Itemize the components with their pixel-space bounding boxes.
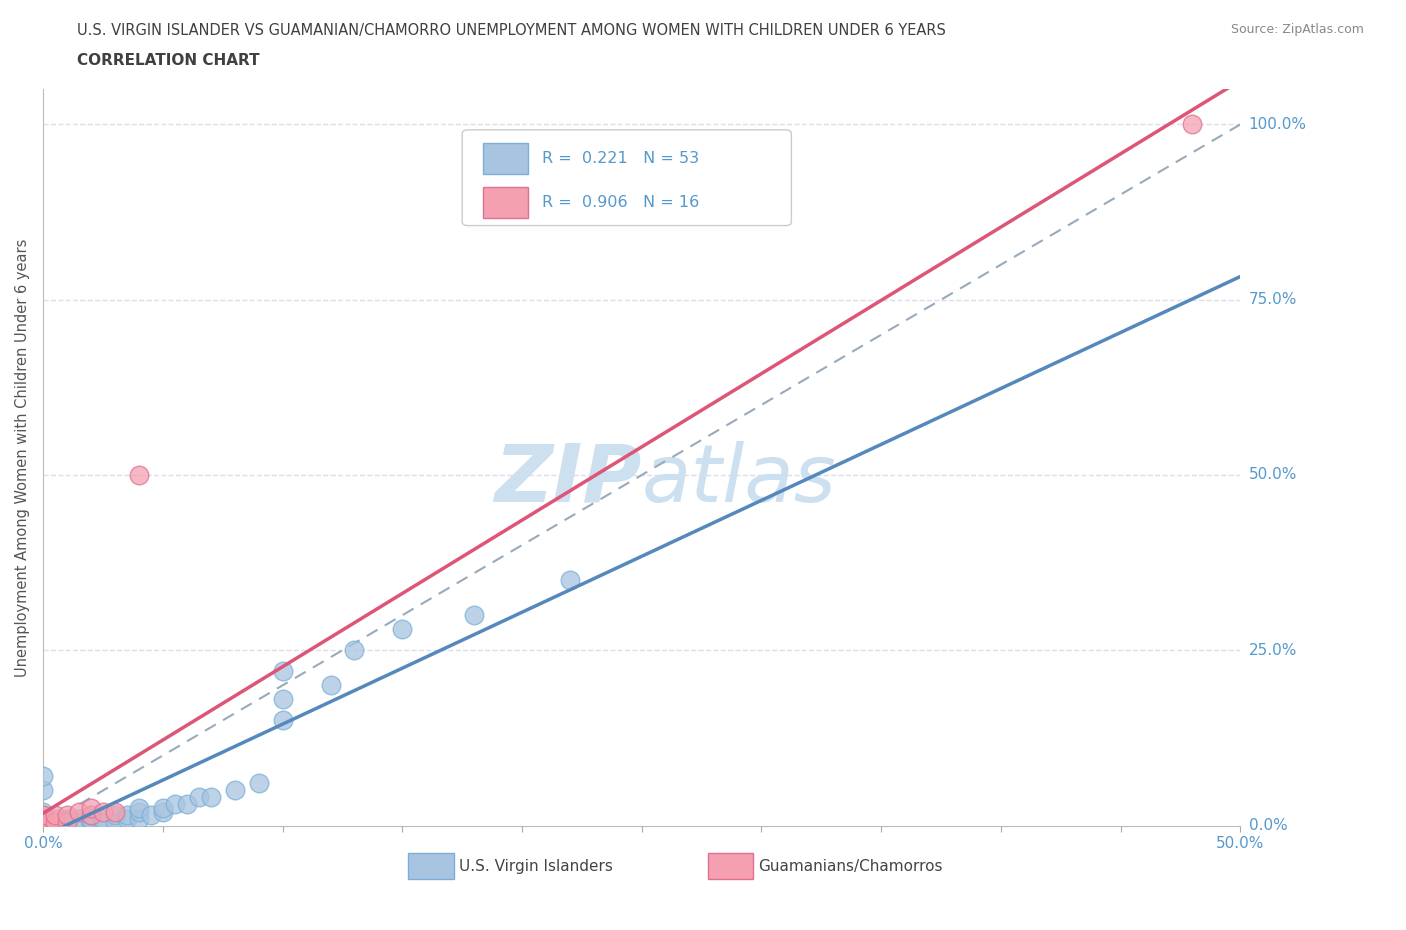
Point xyxy=(32,815,55,830)
FancyBboxPatch shape xyxy=(482,187,529,218)
Point xyxy=(32,815,55,830)
Point xyxy=(44,818,66,833)
Point xyxy=(80,811,103,826)
Point xyxy=(271,713,294,728)
Point xyxy=(44,811,66,826)
Point xyxy=(271,692,294,707)
Point xyxy=(32,807,55,822)
Point xyxy=(32,815,55,830)
Point xyxy=(32,811,55,826)
Point xyxy=(32,818,55,833)
Point xyxy=(128,801,150,816)
Point xyxy=(56,818,79,833)
Point xyxy=(104,807,127,822)
Point xyxy=(32,811,55,826)
Point xyxy=(187,790,209,805)
Point xyxy=(32,807,55,822)
Point xyxy=(32,811,55,826)
Point xyxy=(56,811,79,826)
Point xyxy=(67,811,90,826)
Point xyxy=(319,678,342,693)
FancyBboxPatch shape xyxy=(408,853,454,879)
Point xyxy=(67,804,90,819)
Point xyxy=(247,776,270,790)
Point xyxy=(163,797,186,812)
Point xyxy=(91,811,114,826)
Point xyxy=(200,790,222,805)
Point xyxy=(128,811,150,826)
Point xyxy=(139,807,162,822)
Point xyxy=(80,801,103,816)
Point xyxy=(56,807,79,822)
Point xyxy=(44,818,66,833)
Text: U.S. Virgin Islanders: U.S. Virgin Islanders xyxy=(458,858,613,873)
Y-axis label: Unemployment Among Women with Children Under 6 years: Unemployment Among Women with Children U… xyxy=(15,238,30,677)
Point xyxy=(115,807,138,822)
Point xyxy=(176,797,198,812)
Point xyxy=(1181,117,1204,132)
Point xyxy=(32,804,55,819)
Point xyxy=(558,573,581,588)
FancyBboxPatch shape xyxy=(482,143,529,174)
Point xyxy=(32,769,55,784)
Text: atlas: atlas xyxy=(641,441,837,519)
Point xyxy=(32,783,55,798)
Point xyxy=(32,818,55,833)
Text: 0.0%: 0.0% xyxy=(1249,818,1288,833)
Text: 100.0%: 100.0% xyxy=(1249,117,1306,132)
Point xyxy=(152,804,174,819)
Point xyxy=(32,818,55,833)
Point xyxy=(44,815,66,830)
Text: R =  0.906   N = 16: R = 0.906 N = 16 xyxy=(543,195,700,210)
Point xyxy=(224,783,246,798)
Text: 50.0%: 50.0% xyxy=(1249,468,1296,483)
Point xyxy=(91,815,114,830)
Point xyxy=(32,818,55,833)
Point xyxy=(152,801,174,816)
Point xyxy=(463,608,485,623)
Point xyxy=(56,815,79,830)
Text: ZIP: ZIP xyxy=(495,441,641,519)
Point xyxy=(32,818,55,833)
Point xyxy=(80,807,103,822)
Text: U.S. VIRGIN ISLANDER VS GUAMANIAN/CHAMORRO UNEMPLOYMENT AMONG WOMEN WITH CHILDRE: U.S. VIRGIN ISLANDER VS GUAMANIAN/CHAMOR… xyxy=(77,23,946,38)
Point xyxy=(44,807,66,822)
Point xyxy=(104,804,127,819)
Text: Guamanians/Chamorros: Guamanians/Chamorros xyxy=(758,858,942,873)
Point xyxy=(44,818,66,833)
Point xyxy=(32,818,55,833)
FancyBboxPatch shape xyxy=(463,130,792,226)
Point xyxy=(56,818,79,833)
Point xyxy=(80,815,103,830)
Point xyxy=(271,664,294,679)
Point xyxy=(44,815,66,830)
Text: 25.0%: 25.0% xyxy=(1249,643,1296,658)
Point xyxy=(56,815,79,830)
Text: 75.0%: 75.0% xyxy=(1249,292,1296,307)
Point xyxy=(80,807,103,822)
Text: CORRELATION CHART: CORRELATION CHART xyxy=(77,53,260,68)
Point xyxy=(128,804,150,819)
FancyBboxPatch shape xyxy=(707,853,754,879)
Point xyxy=(128,468,150,483)
Point xyxy=(67,815,90,830)
Point xyxy=(343,643,366,658)
Point xyxy=(391,622,413,637)
Point xyxy=(115,811,138,826)
Point xyxy=(80,818,103,833)
Point xyxy=(104,815,127,830)
Text: Source: ZipAtlas.com: Source: ZipAtlas.com xyxy=(1230,23,1364,36)
Point xyxy=(91,804,114,819)
Text: R =  0.221   N = 53: R = 0.221 N = 53 xyxy=(543,151,700,166)
